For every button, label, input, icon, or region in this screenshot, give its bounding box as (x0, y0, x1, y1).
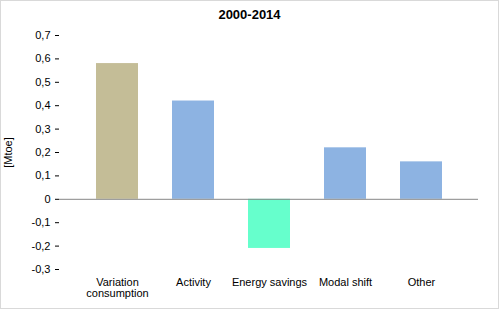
svg-text:0,7: 0,7 (35, 29, 50, 41)
svg-text:0,6: 0,6 (35, 52, 50, 64)
svg-text:0,1: 0,1 (35, 169, 50, 181)
svg-text:Variationconsumption: Variationconsumption (86, 276, 148, 299)
svg-text:Modal shift: Modal shift (319, 276, 372, 288)
svg-text:Activity: Activity (176, 276, 211, 288)
svg-text:0,3: 0,3 (35, 123, 50, 135)
svg-text:0,5: 0,5 (35, 76, 50, 88)
svg-text:-0,1: -0,1 (32, 216, 51, 228)
svg-text:0,2: 0,2 (35, 146, 50, 158)
svg-text:0: 0 (44, 193, 50, 205)
svg-text:Other: Other (408, 276, 436, 288)
svg-text:-0,3: -0,3 (32, 263, 51, 275)
svg-text:[Mtoe]: [Mtoe] (2, 137, 14, 168)
svg-text:-0,2: -0,2 (32, 240, 51, 252)
svg-text:0,4: 0,4 (35, 99, 50, 111)
html-text:2000-2014: 2000-2014 (218, 7, 281, 22)
svg-text:Energy savings: Energy savings (232, 276, 308, 288)
